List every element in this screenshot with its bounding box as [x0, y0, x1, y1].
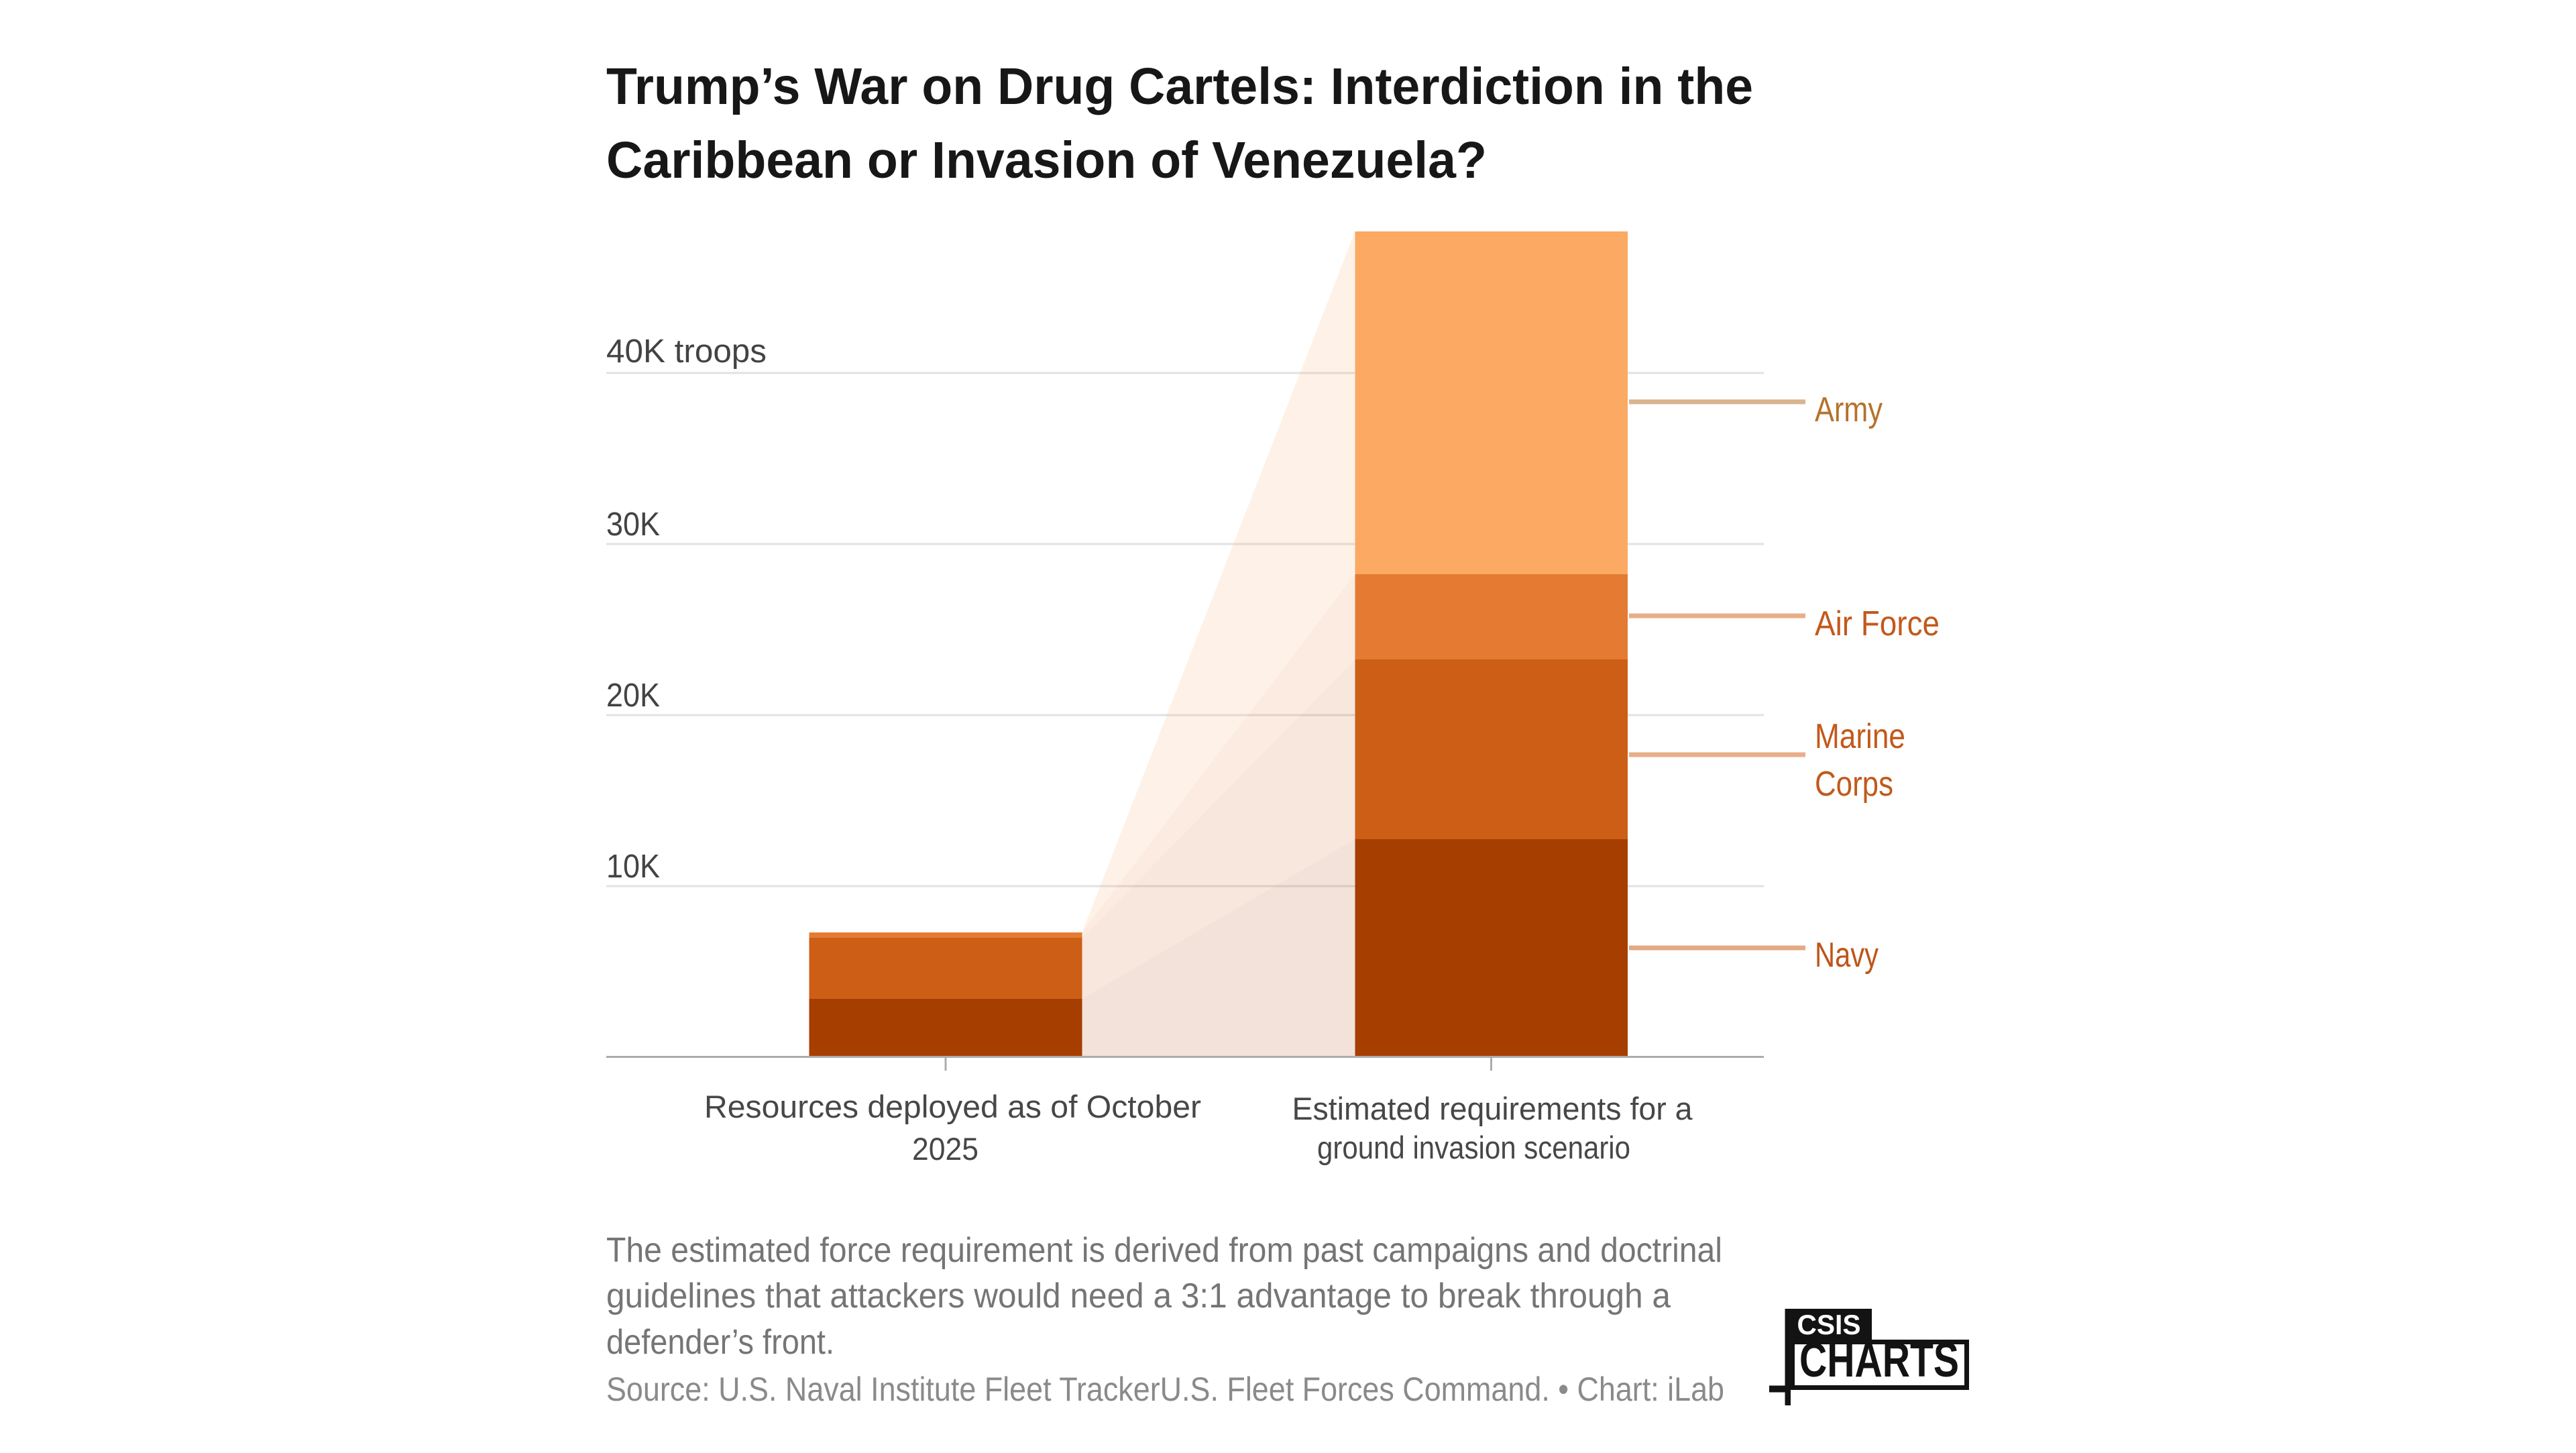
- svg-text:40K troops: 40K troops: [606, 333, 767, 370]
- svg-text:The estimated force requiremen: The estimated force requirement is deriv…: [606, 1231, 1722, 1270]
- svg-text:Corps: Corps: [1815, 765, 1893, 804]
- svg-text:ground invasion scenario: ground invasion scenario: [1317, 1130, 1630, 1165]
- svg-text:Army: Army: [1815, 390, 1883, 429]
- svg-text:Caribbean or Invasion of Venez: Caribbean or Invasion of Venezuela?: [606, 131, 1487, 189]
- svg-text:20K: 20K: [606, 678, 660, 714]
- svg-text:Trump’s War on Drug Cartels: I: Trump’s War on Drug Cartels: Interdictio…: [606, 58, 1753, 115]
- svg-text:10K: 10K: [606, 849, 660, 885]
- svg-text:2025: 2025: [912, 1131, 978, 1167]
- svg-text:Navy: Navy: [1815, 936, 1879, 975]
- svg-text:CSIS: CSIS: [1797, 1309, 1861, 1340]
- svg-text:Source: U.S. Naval Institute F: Source: U.S. Naval Institute Fleet Track…: [606, 1370, 1724, 1408]
- svg-text:Estimated requirements for a: Estimated requirements for a: [1292, 1091, 1693, 1126]
- svg-text:Marine: Marine: [1815, 717, 1905, 756]
- svg-text:guidelines that attackers woul: guidelines that attackers would need a 3…: [606, 1277, 1671, 1315]
- svg-text:Resources deployed as of Octob: Resources deployed as of October: [704, 1089, 1201, 1124]
- svg-text:defender’s front.: defender’s front.: [606, 1323, 834, 1362]
- svg-text:30K: 30K: [606, 506, 660, 543]
- svg-text:CHARTS: CHARTS: [1799, 1334, 1959, 1387]
- svg-text:Air Force: Air Force: [1815, 604, 1940, 643]
